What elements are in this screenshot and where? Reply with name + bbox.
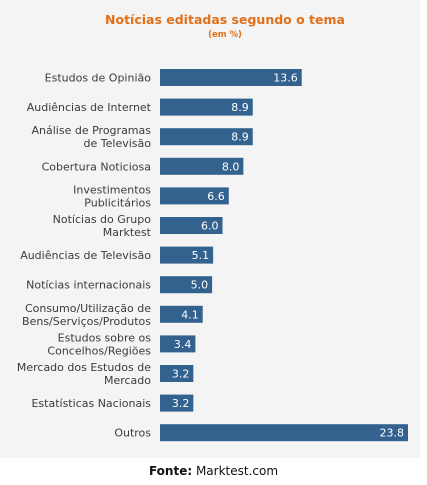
bar-value-label-8: 4.1 (181, 308, 199, 321)
bar-1 (160, 98, 253, 116)
category-label-3: Cobertura Noticiosa (42, 160, 151, 173)
category-label-11: Estatísticas Nacionais (31, 397, 151, 410)
category-label-0: Estudos de Opinião (45, 72, 152, 85)
category-label-10: Mercado dos Estudos de Mercado (17, 361, 151, 387)
bar-value-label-12: 23.8 (380, 427, 405, 440)
bar-12 (160, 424, 408, 442)
bar-9 (160, 335, 196, 353)
chart-title: Notícias editadas segundo o tema (105, 12, 345, 27)
bar-10 (160, 365, 194, 382)
bar-7 (160, 276, 213, 294)
bar-value-label-0: 13.6 (273, 72, 298, 85)
category-label-9: Estudos sobre os Concelhos/Regiões (47, 331, 151, 357)
bar-value-label-2: 8.9 (231, 131, 249, 144)
source-label: Fonte: (148, 464, 193, 478)
category-label-12: Outros (114, 427, 151, 440)
bar-6 (160, 246, 214, 264)
bar-value-label-4: 6.6 (207, 190, 225, 203)
bar-3 (160, 157, 244, 175)
category-label-6: Audiências de Televisão (20, 249, 151, 262)
category-label-7: Notícias internacionais (26, 279, 151, 292)
chart-subtitle: (em %) (208, 30, 242, 40)
bar-value-label-3: 8.0 (222, 160, 240, 173)
category-label-2: Análise de Programas de Televisão (32, 124, 152, 150)
category-label-1: Audiências de Internet (27, 101, 152, 114)
bar-value-label-5: 6.0 (201, 220, 219, 233)
bar-value-label-7: 5.0 (191, 279, 209, 292)
category-label-8: Consumo/Utilização de Bens/Serviços/Produ… (22, 302, 151, 328)
source-value: Marktest.com (195, 464, 279, 478)
bar-value-label-10: 3.2 (172, 368, 190, 381)
bar-value-label-11: 3.2 (172, 397, 190, 410)
source-note: Fonte: Marktest.com (0, 464, 427, 478)
category-label-5: Notícias do Grupo Marktest (53, 213, 152, 239)
bar-value-label-1: 8.9 (231, 101, 249, 114)
bar-2 (160, 128, 253, 146)
bar-5 (160, 217, 223, 234)
bar-value-label-6: 5.1 (192, 249, 210, 262)
category-label-4: Investimentos Publicitários (73, 183, 151, 209)
bar-11 (160, 394, 194, 412)
bar-4 (160, 187, 229, 205)
bar-0 (160, 69, 302, 86)
bar-value-label-9: 3.4 (174, 338, 192, 351)
bar-chart: 13.6 Estudos de Opinião 8.9 Audiências de I… (17, 69, 408, 442)
bar-8 (160, 305, 203, 323)
